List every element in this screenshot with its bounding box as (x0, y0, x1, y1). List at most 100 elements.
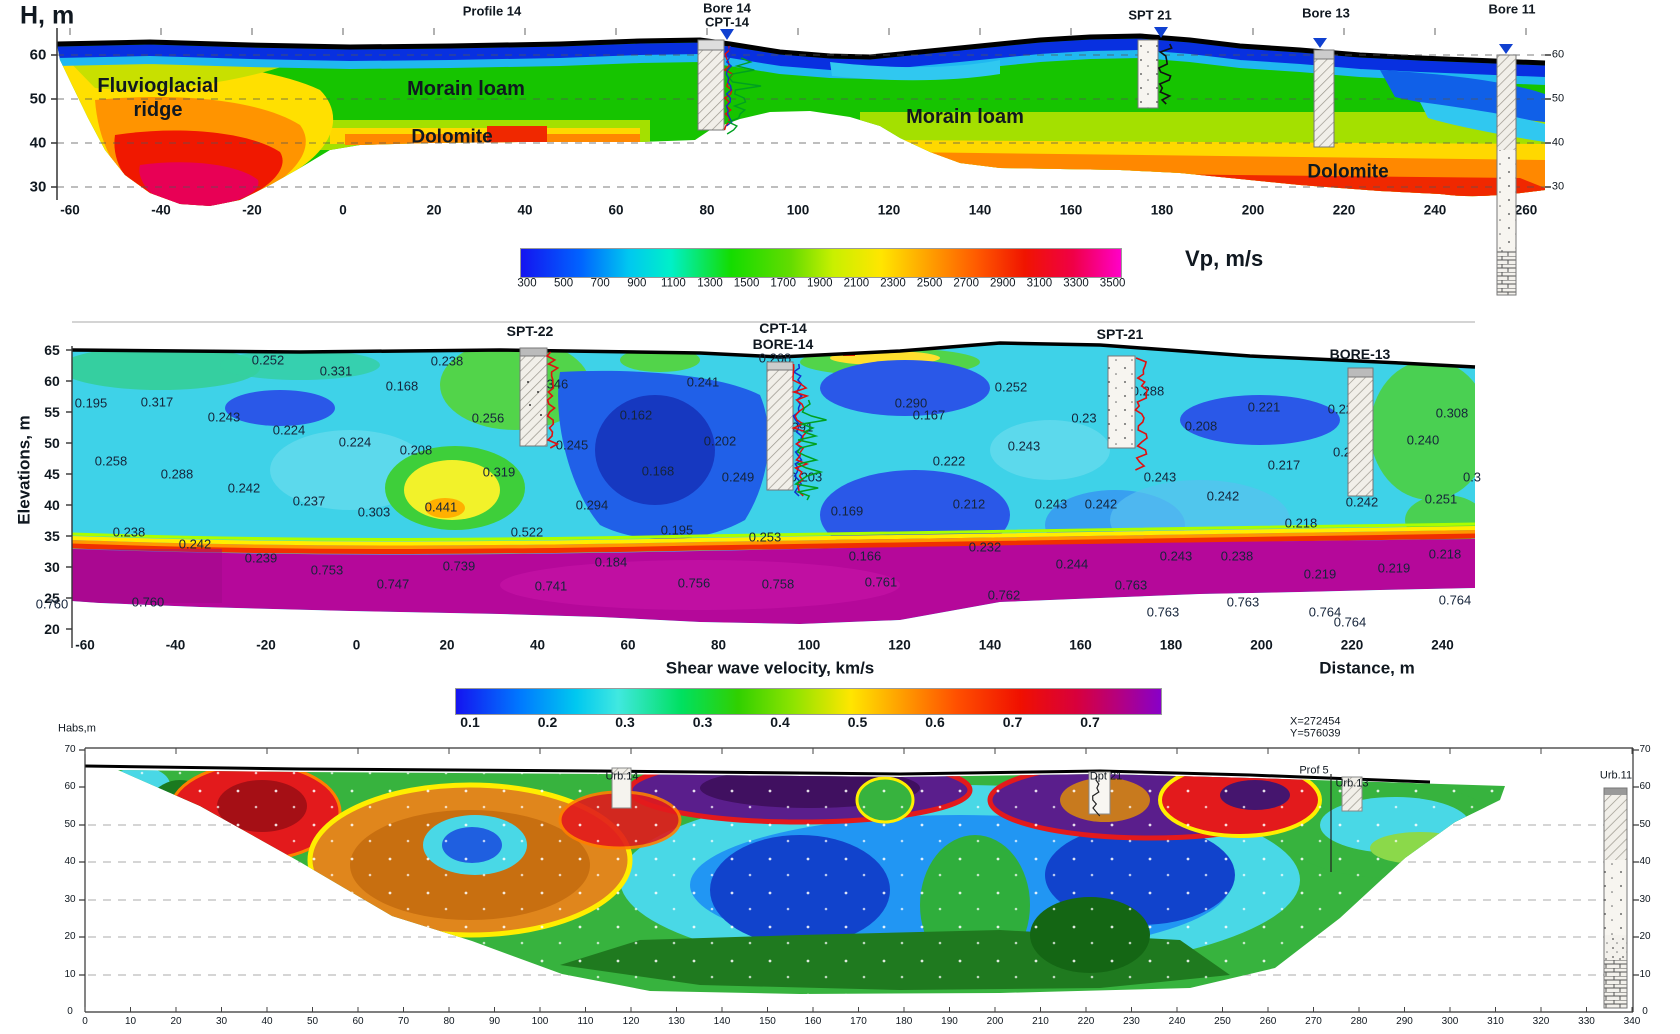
rs-x-tick-label: 190 (941, 1016, 958, 1027)
vs-x-tick-label: 180 (1159, 637, 1183, 653)
rs-coordinate-x: X=272454 (1290, 715, 1341, 728)
vs-bore-label: SPT-21 (1096, 326, 1144, 342)
vp-colorbar-tick: 1100 (661, 277, 686, 290)
vp-y-tick-label: 50 (29, 90, 47, 108)
vs-x-tick-label: -60 (75, 637, 95, 653)
rs-y-tick-label-right: 40 (1639, 856, 1651, 867)
vp-colorbar-tick: 2900 (990, 277, 1016, 290)
vs-colorbar-tick: 0.3 (615, 714, 635, 730)
rs-bore-label: Dpt 21 (1089, 770, 1123, 783)
vs-bore-label: BORE-13 (1329, 346, 1391, 362)
rs-x-tick-label: 60 (352, 1016, 364, 1027)
rs-x-tick-label: 120 (622, 1016, 640, 1027)
vs-x-tick-label: 40 (529, 637, 546, 653)
vs-y-tick-label: 65 (44, 342, 60, 358)
vp-y-tick-label: 40 (29, 134, 47, 152)
vp-bore-label: CPT-14 (704, 14, 750, 30)
vs-value-label: 0.760 (35, 596, 69, 612)
vp-x-tick-label: 140 (968, 202, 992, 218)
vs-colorbar-tick: 0.4 (770, 714, 790, 730)
rs-x-tick-label: 70 (397, 1016, 410, 1027)
vs-y-tick-label: 60 (44, 373, 60, 389)
vs-y-tick-label: 25 (44, 590, 60, 606)
vs-colorbar-tick: 0.3 (692, 714, 713, 730)
rs-x-tick-label: 80 (443, 1016, 455, 1027)
vp-x-tick-label: 120 (877, 202, 901, 218)
vs-x-tick-label: 160 (1069, 637, 1092, 653)
vp-colorbar-tick: 500 (554, 277, 574, 290)
vp-x-tick-label: 40 (517, 202, 533, 218)
vp-colorbar-tick: 900 (627, 277, 647, 290)
rs-x-tick-label: 90 (488, 1016, 501, 1027)
rs-bore-label: Urb.11 (1599, 769, 1633, 782)
rs-x-tick-label: 200 (986, 1016, 1004, 1027)
rs-y-tick-label-right: 50 (1639, 819, 1651, 830)
rs-x-tick-label: 290 (1396, 1016, 1413, 1027)
vs-x-tick-label: 60 (620, 637, 636, 653)
vp-colorbar-tick: 700 (590, 277, 610, 290)
rs-x-tick-label: 0 (82, 1016, 88, 1027)
vp-colorbar-tick: 2500 (916, 277, 943, 290)
vp-x-tick-label: 260 (1514, 202, 1538, 218)
vs-x-tick-label: 100 (797, 637, 821, 653)
vs-title: Shear wave velocity, km/s (665, 658, 875, 678)
rs-x-tick-label: 270 (1305, 1016, 1322, 1027)
vp-colorbar-tick: 2700 (953, 277, 979, 290)
vp-colorbar-tick: 300 (517, 277, 537, 290)
vs-colorbar (455, 688, 1162, 715)
rs-x-tick-label: 180 (895, 1016, 913, 1027)
rs-x-tick-label: 280 (1350, 1016, 1368, 1027)
rs-x-tick-label: 320 (1532, 1016, 1550, 1027)
rs-x-tick-label: 250 (1214, 1016, 1231, 1027)
rs-y-tick-label: 30 (64, 894, 76, 905)
vp-y-tick-label-right: 50 (1551, 92, 1565, 105)
vs-x-tick-label: 220 (1340, 637, 1364, 653)
vp-x-tick-label: -40 (151, 202, 171, 218)
vs-y-tick-label: 45 (44, 466, 60, 482)
rs-x-tick-label: 330 (1578, 1016, 1595, 1027)
vp-x-tick-label: 240 (1423, 202, 1447, 218)
vs-y-tick-label: 20 (44, 621, 60, 637)
vp-colorbar-tick: 2300 (880, 277, 906, 290)
vp-bore-label: Bore 14 (703, 0, 751, 16)
vs-x-tick-label: -20 (256, 637, 276, 653)
rs-x-tick-label: 30 (215, 1016, 228, 1027)
vp-colorbar-tick: 3300 (1063, 277, 1089, 290)
rs-y-tick-label-right: 30 (1639, 894, 1651, 905)
vs-y-tick-label: 30 (44, 559, 60, 575)
vs-y-tick-label: 50 (44, 435, 60, 451)
vp-y-tick-label-right: 30 (1551, 180, 1565, 193)
vs-x-tick-label: -40 (165, 637, 186, 653)
rs-x-tick-label: 100 (531, 1016, 549, 1027)
rs-x-tick-label: 110 (577, 1016, 594, 1027)
vs-x-tick-label: 140 (978, 637, 1002, 653)
vp-bore-label: Bore 13 (1302, 5, 1350, 21)
vp-x-tick-label: 160 (1059, 202, 1083, 218)
rs-y-tick-label-right: 60 (1639, 781, 1651, 792)
vp-x-tick-label: 200 (1241, 202, 1265, 218)
rs-x-tick-label: 150 (759, 1016, 776, 1027)
rs-bore-label: Urb.13 (1335, 777, 1369, 790)
rs-y-tick-label-right: 10 (1639, 969, 1651, 980)
vp-y-tick-label-right: 40 (1551, 136, 1565, 149)
vp-x-tick-label: -20 (242, 202, 262, 218)
vp-y-axis-title: H, m (20, 1, 75, 30)
vp-colorbar-tick: 1900 (807, 277, 833, 290)
vs-x-tick-label: 0 (352, 637, 361, 653)
vs-y-tick-label: 35 (44, 528, 60, 544)
rs-x-tick-label: 300 (1441, 1016, 1459, 1027)
rs-y-tick-label: 70 (64, 744, 76, 755)
vp-y-tick-label: 30 (29, 178, 47, 196)
rs-y-tick-label: 40 (64, 856, 76, 867)
vp-title: Profile 14 (462, 3, 522, 19)
rs-x-tick-label: 340 (1623, 1016, 1641, 1027)
vp-colorbar-tick: 1500 (733, 277, 760, 290)
vs-colorbar-tick: 0.6 (925, 714, 945, 730)
vp-x-tick-label: 80 (699, 202, 715, 218)
vp-x-tick-label: 180 (1150, 202, 1174, 218)
rs-x-tick-label: 220 (1077, 1016, 1095, 1027)
vp-bore-label: SPT 21 (1128, 7, 1172, 23)
vp-x-tick-label: 0 (339, 202, 347, 218)
vp-x-tick-label: 220 (1332, 202, 1356, 218)
